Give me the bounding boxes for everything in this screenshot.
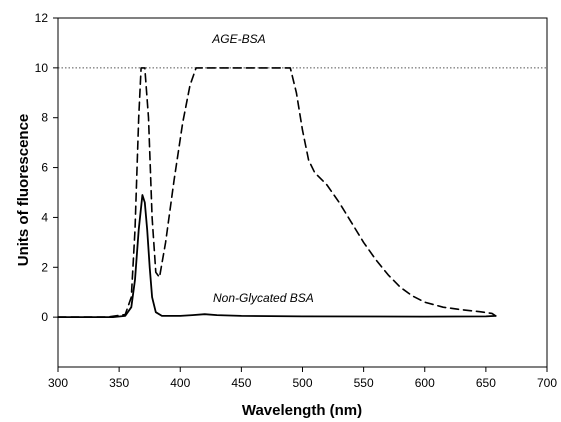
y-tick-label: 6 — [41, 161, 48, 175]
x-tick-label: 500 — [292, 376, 312, 390]
x-tick-label: 550 — [354, 376, 374, 390]
series-line-non-glycated-bsa — [57, 194, 497, 318]
x-tick-label: 700 — [537, 376, 557, 390]
x-tick-label: 450 — [231, 376, 251, 390]
series-label-age-bsa: AGE-BSA — [211, 32, 265, 46]
y-tick-label: 4 — [41, 210, 48, 224]
x-tick-label: 350 — [109, 376, 129, 390]
axes: 300 350 400 450 500 550 600 650 700 0 2 4 6 8 10 12 — [35, 11, 558, 390]
y-tick-label: 0 — [41, 310, 48, 324]
y-tick-label: 10 — [35, 61, 49, 75]
x-tick-label: 400 — [170, 376, 190, 390]
series-label-non-glycated-bsa: Non-Glycated BSA — [213, 291, 314, 305]
x-tick-label: 300 — [48, 376, 68, 390]
x-tick-label: 650 — [476, 376, 496, 390]
plot-frame — [57, 17, 548, 368]
x-axis-title: Wavelength (nm) — [242, 402, 362, 419]
x-tick-label: 600 — [415, 376, 435, 390]
y-tick-label: 12 — [35, 11, 49, 25]
y-axis-title: Units of fluorescence — [15, 114, 32, 267]
y-tick-label: 2 — [41, 260, 48, 274]
y-tick-label: 8 — [41, 111, 48, 125]
plot-area: AGE-BSA Non-Glycated BSA — [57, 32, 547, 318]
series-line-age-bsa — [57, 67, 497, 318]
